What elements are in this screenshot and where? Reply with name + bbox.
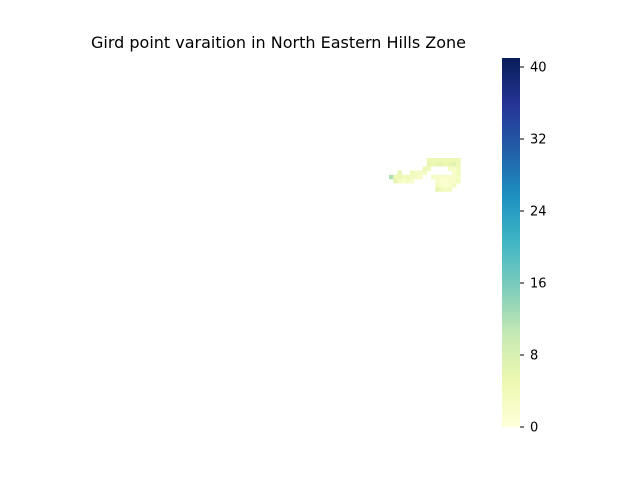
heatmap-cell	[431, 162, 436, 167]
heatmap-cell	[447, 174, 453, 180]
heatmap-cell	[435, 162, 440, 167]
heatmap-cell	[389, 174, 394, 180]
heatmap-cell	[456, 174, 461, 180]
heatmap-cell	[439, 187, 444, 192]
colorbar-tick-label: 16	[530, 277, 547, 292]
heatmap-cell	[443, 187, 448, 192]
heatmap-cell	[439, 179, 444, 184]
heatmap-cell	[443, 174, 448, 180]
heatmap-cell	[443, 179, 448, 184]
heatmap-cell	[435, 179, 440, 184]
heatmap-cell	[456, 179, 461, 184]
heatmap-cell	[435, 183, 440, 188]
heatmap-cell	[422, 170, 427, 175]
heatmap-cell	[452, 179, 457, 184]
heatmap-cell	[426, 166, 432, 171]
colorbar-tick-label: 0	[530, 421, 538, 436]
heatmap-cell	[426, 158, 432, 163]
heatmap-cell	[393, 179, 398, 184]
heatmap-cell	[456, 158, 461, 163]
heatmap-cell	[443, 162, 448, 167]
chart-title: Gird point varaition in North Eastern Hi…	[90, 33, 467, 52]
heatmap-cell	[405, 179, 411, 184]
heatmap-cell	[435, 187, 440, 192]
heatmap-cell	[405, 174, 411, 180]
heatmap-cell	[410, 179, 415, 184]
heatmap-cell	[447, 166, 453, 171]
heatmap-cell	[452, 174, 457, 180]
heatmap-cell	[447, 179, 453, 184]
heatmap-cell	[397, 174, 402, 180]
heatmap-cell	[414, 170, 419, 175]
heatmap-cell	[414, 174, 419, 180]
heatmap-cell	[410, 170, 415, 175]
heatmap-cell	[401, 179, 406, 184]
heatmap-cell	[452, 183, 457, 188]
heatmap-cell	[452, 170, 457, 175]
heatmap-cell	[447, 162, 453, 167]
heatmap-cell	[456, 162, 461, 167]
heatmap-cell	[397, 170, 402, 175]
colorbar-tick-label: 32	[530, 133, 547, 148]
colorbar: 0 8 16 24 32 40	[502, 58, 547, 436]
heatmap-cell	[443, 158, 448, 163]
heatmap-cell	[452, 162, 457, 167]
heatmap-cell	[439, 158, 444, 163]
colorbar-tick-label: 40	[530, 61, 547, 76]
heatmap-cell	[435, 158, 440, 163]
heatmap-cell	[443, 183, 448, 188]
colorbar-tick-label: 24	[530, 205, 547, 220]
heatmap-cell	[447, 158, 453, 163]
heatmap-cell	[439, 162, 444, 167]
heatmap-cell	[397, 179, 402, 184]
heatmap-cell	[431, 158, 436, 163]
heatmap-cell	[447, 183, 453, 188]
heatmap-cell	[452, 158, 457, 163]
colorbar-tick-label: 8	[530, 349, 538, 364]
heatmap-cell	[435, 174, 440, 180]
heatmap-cell	[422, 166, 427, 171]
heatmap-cell	[426, 162, 432, 167]
heatmap-cell	[410, 174, 415, 180]
heatmap-cell	[393, 174, 398, 180]
heatmap-cell	[401, 174, 406, 180]
colorbar-gradient	[502, 58, 520, 427]
heatmap-cell	[431, 174, 436, 180]
heatmap-cells	[389, 158, 461, 192]
heatmap-cell	[452, 166, 457, 171]
heatmap-cell	[418, 170, 423, 175]
heatmap-cell	[447, 187, 453, 192]
heatmap-cell	[418, 174, 423, 180]
heatmap-cell	[456, 170, 461, 175]
heatmap-cell	[439, 183, 444, 188]
heatmap-cell	[439, 174, 444, 180]
heatmap-cell	[456, 166, 461, 171]
